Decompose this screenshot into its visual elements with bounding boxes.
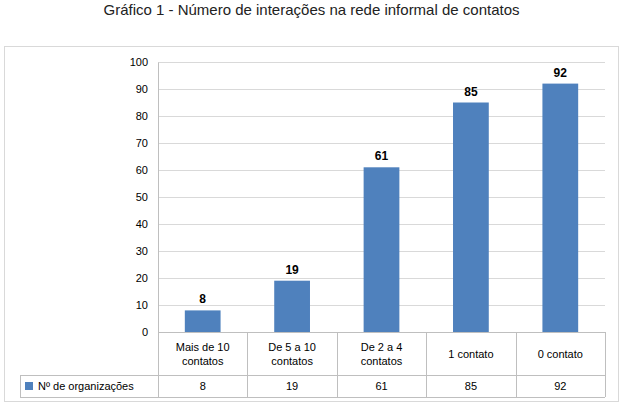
y-tick: 100 — [130, 56, 158, 68]
category-label: De 5 a 10 contatos — [268, 341, 316, 367]
y-axis-line — [158, 63, 159, 333]
table-line — [158, 332, 605, 333]
grid — [158, 63, 605, 333]
y-tick: 40 — [136, 218, 158, 230]
chart-svg: Gráfico 1 - Número de interações na rede… — [0, 0, 623, 403]
table-value: 61 — [375, 380, 387, 392]
y-tick: 50 — [136, 191, 158, 203]
bar — [364, 167, 400, 332]
y-tick-label: 50 — [136, 191, 148, 203]
category-label-line: contatos — [361, 355, 403, 367]
y-tick-label: 60 — [136, 164, 148, 176]
category-label-line: contatos — [182, 355, 224, 367]
y-tick-label: 20 — [136, 272, 148, 284]
table-line — [605, 332, 606, 397]
category-label-line: 0 contato — [538, 348, 583, 360]
y-tick: 80 — [136, 110, 158, 122]
data-label: 19 — [285, 263, 299, 277]
y-tick: 90 — [136, 83, 158, 95]
category-label: De 2 a 4 contatos — [361, 341, 403, 367]
grid-line — [158, 89, 605, 90]
y-tick: 0 — [142, 326, 158, 338]
table-line — [426, 332, 427, 397]
data-labels: 8 19 61 85 92 — [199, 66, 567, 307]
table-line — [20, 375, 605, 376]
category-label-line: De 5 a 10 — [268, 341, 316, 353]
y-tick: 10 — [136, 299, 158, 311]
y-axis: 0 10 20 30 40 50 60 70 80 90 100 — [130, 56, 159, 338]
category-label: 0 contato — [538, 348, 583, 360]
data-label: 92 — [554, 66, 568, 80]
grid-line — [158, 116, 605, 117]
y-tick: 60 — [136, 164, 158, 176]
category-label: 1 contato — [448, 348, 493, 360]
series-name: Nº de organizações — [38, 380, 134, 392]
y-tick-label: 30 — [136, 245, 148, 257]
category-label-line: contatos — [271, 355, 313, 367]
category-label-line: 1 contato — [448, 348, 493, 360]
bar — [453, 103, 489, 333]
y-tick: 70 — [136, 137, 158, 149]
y-tick-label: 90 — [136, 83, 148, 95]
category-label-line: Mais de 10 — [176, 341, 230, 353]
bar — [185, 310, 221, 332]
y-tick: 30 — [136, 245, 158, 257]
table-value: 92 — [554, 380, 566, 392]
bar — [542, 84, 578, 332]
category-label-line: De 2 a 4 — [361, 341, 403, 353]
y-tick: 20 — [136, 272, 158, 284]
data-table: Mais de 10contatosDe 5 a 10contatosDe 2 … — [20, 332, 606, 398]
chart-title-line: Gráfico 1 - Número de interações na rede… — [103, 1, 519, 18]
table-value: 8 — [200, 380, 206, 392]
chart-frame — [5, 47, 619, 402]
chart-title: Gráfico 1 - Número de interações na rede… — [103, 1, 519, 18]
data-label: 8 — [199, 292, 206, 306]
table-line — [20, 375, 21, 397]
table-line — [337, 332, 338, 397]
grid-line — [158, 62, 605, 63]
table-line — [20, 397, 605, 398]
y-tick-label: 0 — [142, 326, 148, 338]
category-label: Mais de 10 contatos — [176, 341, 230, 367]
grid-line — [158, 143, 605, 144]
table-value: 85 — [465, 380, 477, 392]
table-line — [247, 332, 248, 397]
legend-key — [25, 382, 33, 390]
y-tick-label: 40 — [136, 218, 148, 230]
data-label: 85 — [464, 85, 478, 99]
y-tick-label: 70 — [136, 137, 148, 149]
data-label: 61 — [375, 149, 389, 163]
y-tick-label: 80 — [136, 110, 148, 122]
y-tick-label: 10 — [136, 299, 148, 311]
grid-line — [158, 332, 605, 333]
bars — [185, 84, 578, 332]
table-line — [516, 332, 517, 397]
bar — [274, 281, 310, 332]
y-tick-label: 100 — [130, 56, 148, 68]
table-value: 19 — [286, 380, 298, 392]
table-line — [158, 332, 159, 397]
